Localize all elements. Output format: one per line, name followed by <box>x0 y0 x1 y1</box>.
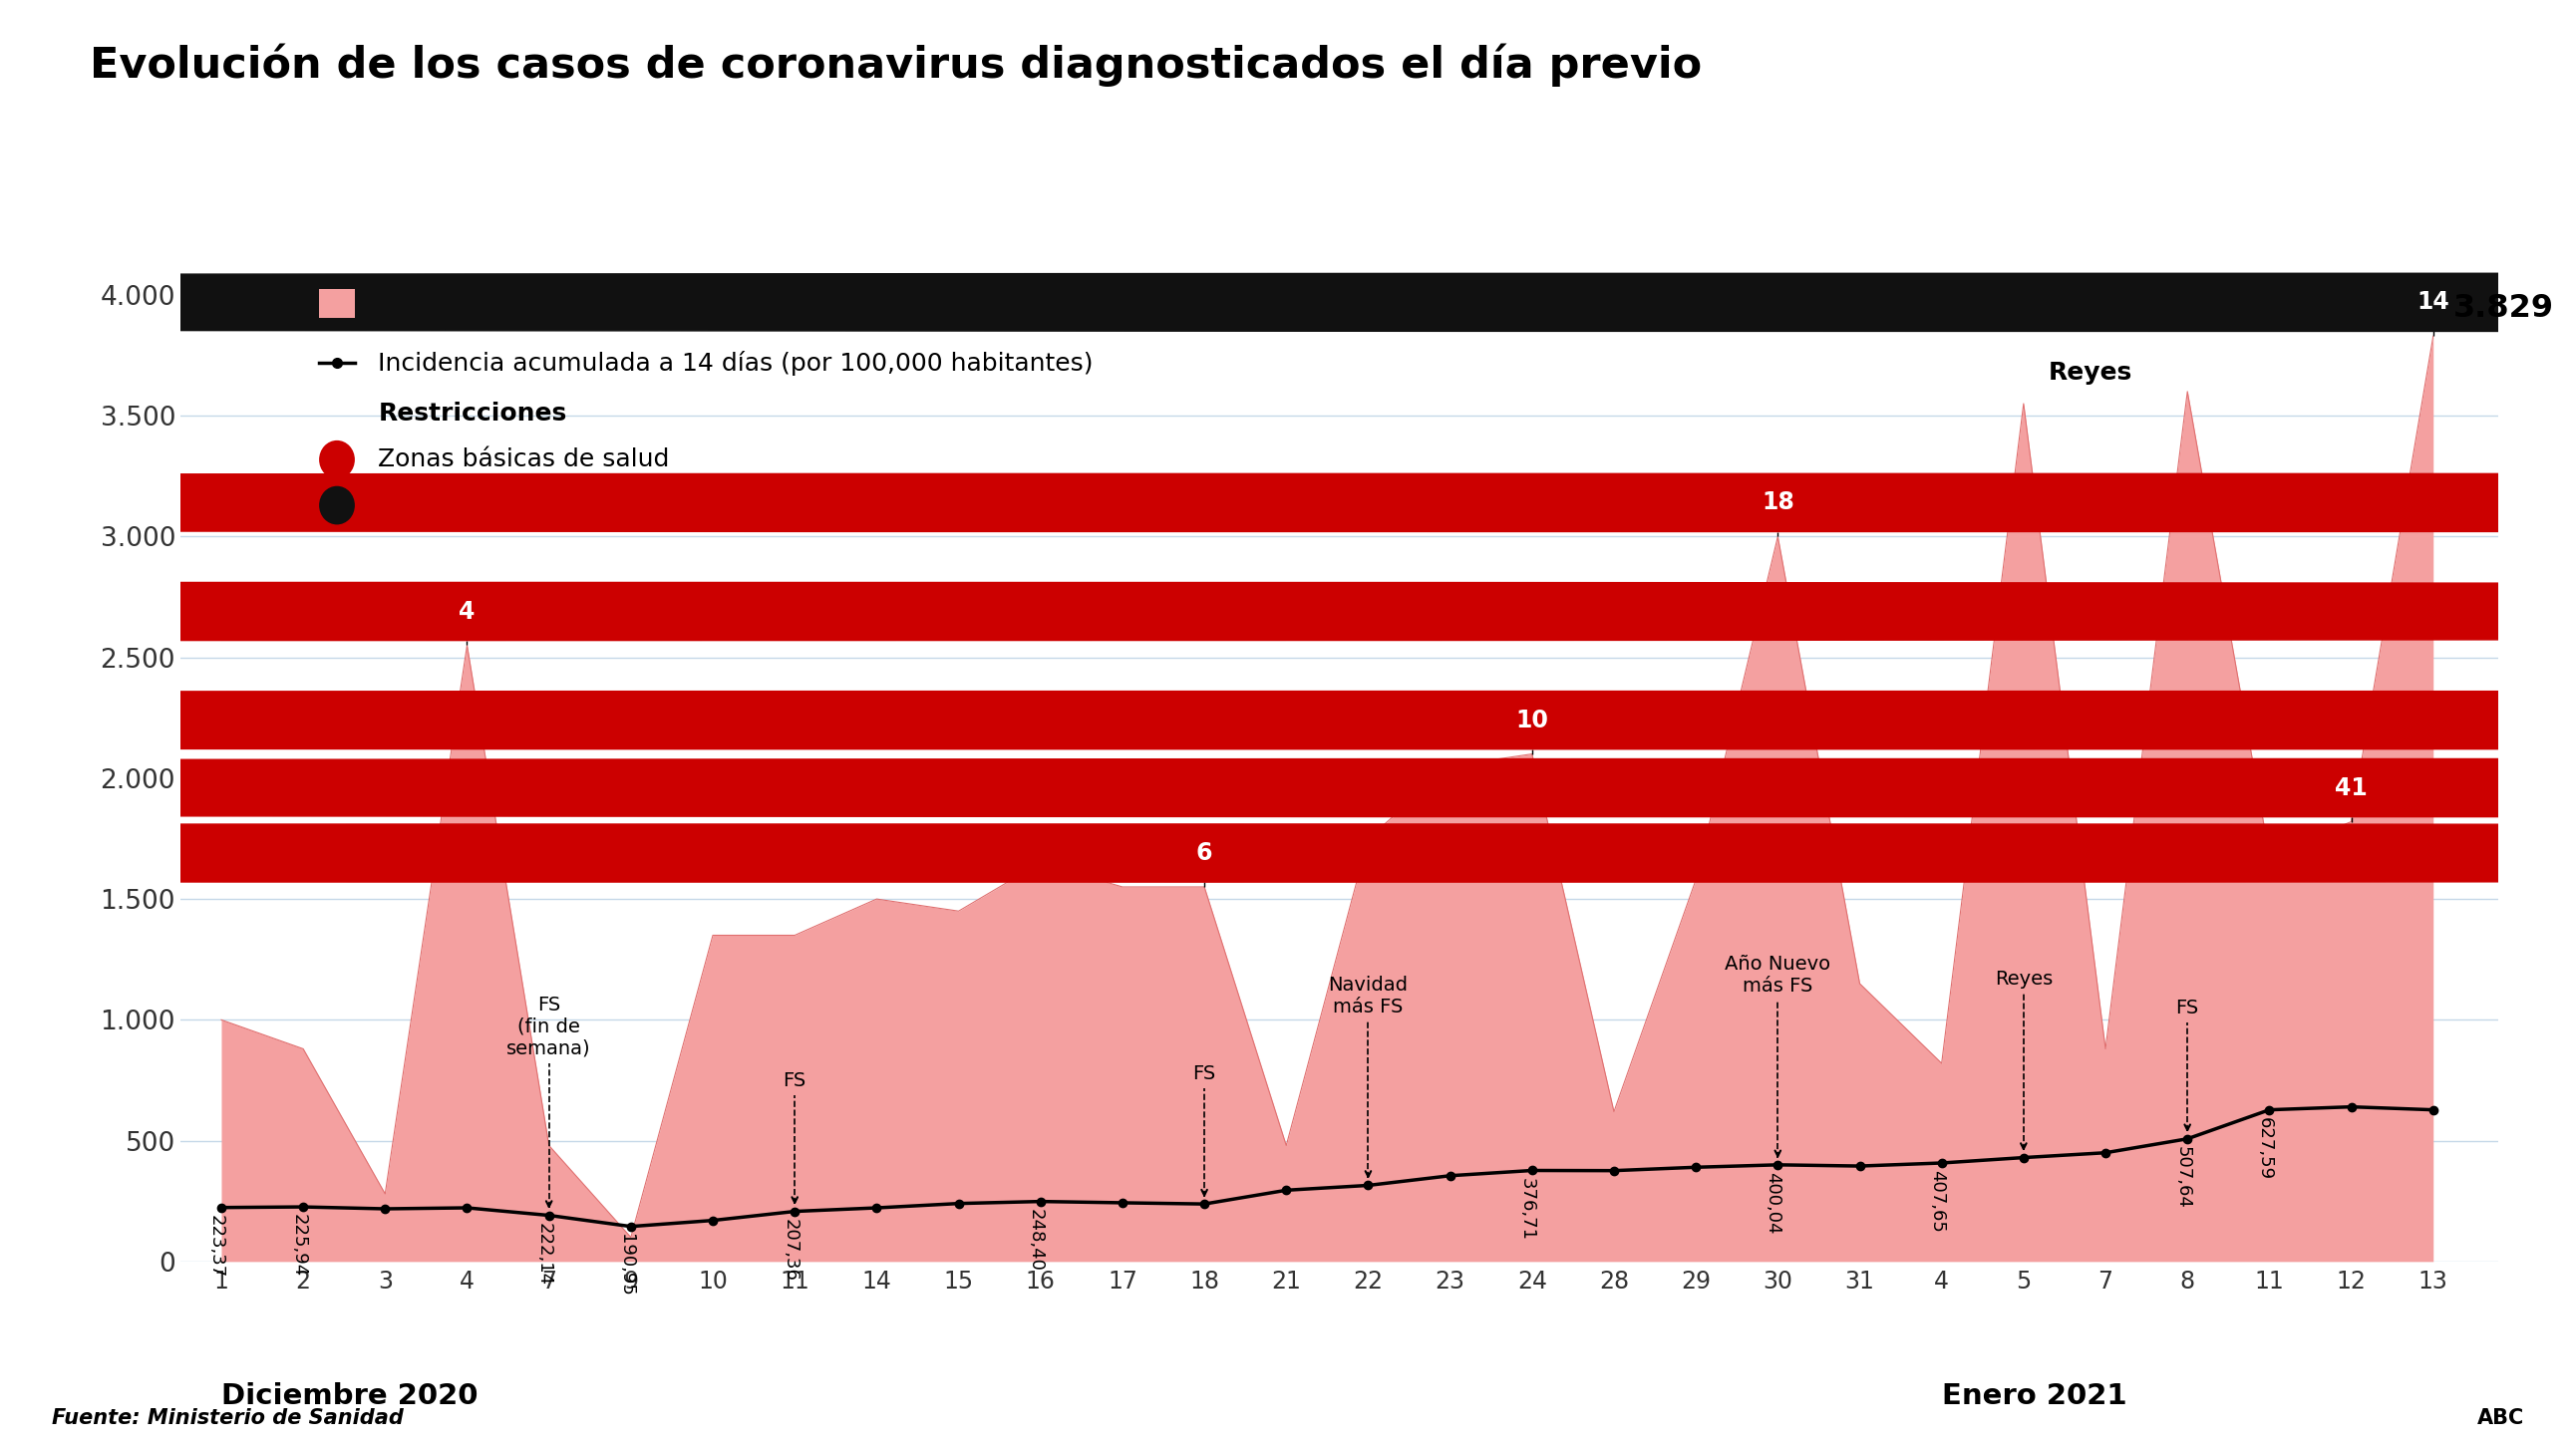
Text: 407,65: 407,65 <box>1927 1170 1945 1232</box>
Text: Navidad: Navidad <box>1401 796 1517 819</box>
Text: 507,64: 507,64 <box>2174 1146 2192 1209</box>
Text: 18: 18 <box>1762 490 1795 515</box>
Text: Enero 2021: Enero 2021 <box>1942 1382 2128 1411</box>
Text: 207,36: 207,36 <box>781 1218 799 1282</box>
Text: Reyes: Reyes <box>2048 361 2133 384</box>
Ellipse shape <box>319 441 355 479</box>
Text: 376,71: 376,71 <box>1517 1177 1535 1241</box>
Text: Navidad
más FS: Navidad más FS <box>1329 976 1409 1016</box>
Text: Diciembre 2020: Diciembre 2020 <box>222 1382 479 1411</box>
Text: Incidencia acumulada a 14 días (por 100,000 habitantes): Incidencia acumulada a 14 días (por 100,… <box>379 351 1095 376</box>
Text: 400,04: 400,04 <box>1765 1172 1783 1234</box>
Text: FS: FS <box>1193 1064 1216 1083</box>
Text: Evolución de los casos de coronavirus diagnosticados el día previo: Evolución de los casos de coronavirus di… <box>90 44 1703 87</box>
Text: Zonas básicas de salud: Zonas básicas de salud <box>379 448 670 471</box>
Bar <box>319 289 355 318</box>
Text: 4: 4 <box>459 599 474 624</box>
Circle shape <box>0 692 2576 750</box>
Circle shape <box>0 824 2576 882</box>
Circle shape <box>0 583 2576 641</box>
Text: FS: FS <box>783 1072 806 1090</box>
Text: 14: 14 <box>2416 290 2450 315</box>
Text: Reyes: Reyes <box>1994 970 2053 989</box>
Text: FS
(fin de
semana): FS (fin de semana) <box>507 996 590 1058</box>
Text: 6: 6 <box>1195 841 1213 866</box>
Text: 225,94: 225,94 <box>289 1214 307 1277</box>
Text: Municipios: Municipios <box>379 493 510 518</box>
Text: 222,14: 222,14 <box>536 1222 554 1286</box>
Text: Año Nuevo: Año Nuevo <box>1654 493 1806 518</box>
Text: FS: FS <box>2177 999 2200 1018</box>
Text: 248,40: 248,40 <box>1028 1209 1046 1272</box>
Text: Fuente: Ministerio de Sanidad: Fuente: Ministerio de Sanidad <box>52 1408 404 1428</box>
Text: La Inmaculada: La Inmaculada <box>492 597 696 621</box>
Text: ABC: ABC <box>2478 1408 2524 1428</box>
Text: 3.829: 3.829 <box>2455 293 2555 325</box>
Circle shape <box>0 474 2576 532</box>
Text: Número de casos: Número de casos <box>379 290 595 315</box>
Text: 10: 10 <box>1515 708 1548 732</box>
Circle shape <box>0 758 2576 816</box>
Text: Año Nuevo
más FS: Año Nuevo más FS <box>1726 954 1832 996</box>
Ellipse shape <box>319 486 355 525</box>
Text: 223,37: 223,37 <box>209 1215 224 1277</box>
Text: 627,59: 627,59 <box>2257 1117 2275 1180</box>
Text: Restricciones: Restricciones <box>379 402 567 426</box>
Circle shape <box>0 273 2576 331</box>
Text: 41: 41 <box>2334 776 2367 800</box>
Text: 190,95: 190,95 <box>618 1234 636 1296</box>
